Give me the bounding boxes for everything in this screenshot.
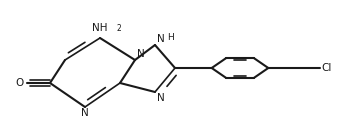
Text: 2: 2 — [117, 24, 121, 32]
Text: N: N — [81, 108, 89, 118]
Text: O: O — [15, 78, 23, 88]
Text: N: N — [157, 93, 165, 103]
Text: N: N — [157, 34, 165, 44]
Text: NH: NH — [92, 22, 108, 32]
Text: H: H — [167, 33, 174, 42]
Text: N: N — [137, 49, 145, 59]
Text: Cl: Cl — [322, 63, 332, 73]
